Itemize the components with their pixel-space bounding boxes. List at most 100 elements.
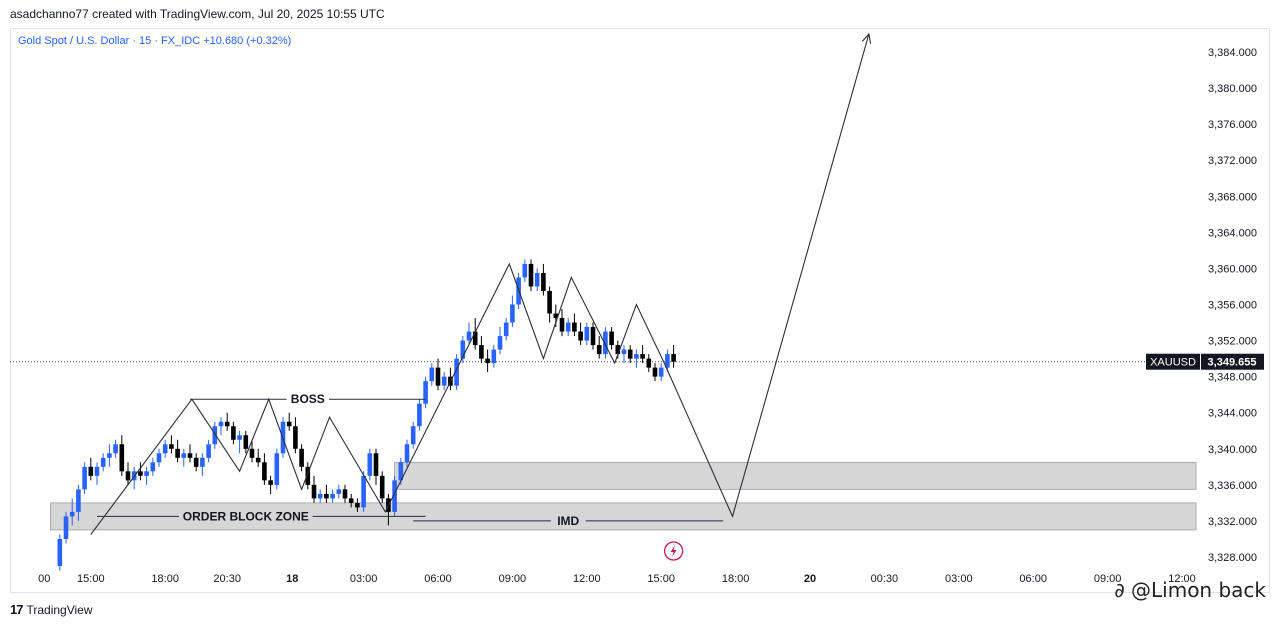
candle-body[interactable]: [472, 331, 478, 346]
candle-body[interactable]: [497, 336, 503, 350]
candle-body[interactable]: [200, 457, 205, 467]
candle-body[interactable]: [144, 471, 149, 476]
candle-body[interactable]: [590, 327, 596, 346]
candle-body[interactable]: [528, 263, 534, 287]
candle-body[interactable]: [541, 272, 546, 291]
candle-body[interactable]: [479, 345, 484, 359]
candle-body[interactable]: [652, 367, 658, 377]
candle-body[interactable]: [243, 435, 249, 449]
candle-body[interactable]: [665, 354, 670, 368]
candle-body[interactable]: [348, 498, 354, 503]
y-tick-label: 3,380.000: [1208, 83, 1257, 95]
candle-body[interactable]: [125, 471, 131, 481]
candle-body[interactable]: [63, 516, 69, 539]
candle-body[interactable]: [522, 263, 528, 278]
candle-body[interactable]: [460, 340, 466, 359]
candle-body[interactable]: [150, 462, 156, 472]
candle-body[interactable]: [305, 466, 311, 485]
x-tick-label: 06:00: [1019, 573, 1047, 585]
candle-body[interactable]: [82, 466, 87, 490]
candle-body[interactable]: [187, 453, 193, 458]
candle-body[interactable]: [100, 457, 106, 467]
candle-body[interactable]: [88, 466, 94, 476]
candle-body[interactable]: [57, 538, 63, 567]
candle-body[interactable]: [293, 426, 298, 449]
candle-body[interactable]: [373, 453, 379, 476]
candle-body[interactable]: [417, 403, 422, 427]
candle-body[interactable]: [510, 304, 515, 323]
candle-body[interactable]: [181, 453, 187, 458]
candle-body[interactable]: [671, 354, 676, 362]
candle-body[interactable]: [299, 448, 304, 467]
candle-body[interactable]: [69, 511, 75, 517]
candle-body[interactable]: [249, 448, 255, 458]
candle-body[interactable]: [324, 493, 329, 499]
candle-body[interactable]: [336, 489, 342, 494]
candle-body[interactable]: [193, 457, 199, 467]
candle-body[interactable]: [330, 493, 335, 499]
candle-body[interactable]: [218, 421, 224, 427]
candle-body[interactable]: [584, 327, 590, 341]
candle-body[interactable]: [547, 290, 552, 314]
candle-body[interactable]: [398, 462, 404, 481]
candle-body[interactable]: [572, 322, 577, 332]
candle-body[interactable]: [627, 349, 633, 359]
candle-body[interactable]: [231, 426, 236, 440]
candle-body[interactable]: [658, 367, 664, 377]
candle-body[interactable]: [367, 453, 373, 476]
candle-body[interactable]: [175, 448, 180, 458]
candle-body[interactable]: [485, 358, 490, 364]
candle-body[interactable]: [615, 345, 621, 355]
candle-body[interactable]: [640, 354, 645, 359]
candle-body[interactable]: [262, 462, 267, 481]
candle-body[interactable]: [423, 381, 428, 404]
candle-body[interactable]: [361, 475, 366, 508]
candle-body[interactable]: [392, 480, 397, 512]
candle-body[interactable]: [503, 322, 509, 337]
candle-body[interactable]: [255, 457, 261, 463]
candle-body[interactable]: [156, 453, 162, 463]
candle-body[interactable]: [286, 421, 292, 427]
candle-body[interactable]: [274, 453, 280, 485]
candle-body[interactable]: [379, 475, 385, 499]
tradingview-logo[interactable]: 17 TradingView: [10, 602, 93, 617]
candle-body[interactable]: [317, 493, 323, 499]
candle-body[interactable]: [441, 376, 447, 386]
candle-body[interactable]: [534, 272, 540, 287]
candle-body[interactable]: [565, 322, 571, 332]
candle-body[interactable]: [224, 421, 230, 427]
candle-body[interactable]: [268, 480, 273, 485]
candle-body[interactable]: [94, 466, 100, 476]
candle-body[interactable]: [435, 367, 441, 386]
candle-body[interactable]: [119, 444, 125, 472]
candle-body[interactable]: [169, 444, 174, 449]
candle-body[interactable]: [311, 484, 317, 499]
symbol-info[interactable]: Gold Spot / U.S. Dollar · 15 · FX_IDC +1…: [18, 35, 292, 47]
candle-body[interactable]: [491, 349, 497, 364]
candle-body[interactable]: [559, 318, 565, 332]
candle-body[interactable]: [76, 489, 81, 512]
candle-body[interactable]: [342, 489, 348, 499]
candle-body[interactable]: [553, 313, 559, 319]
candle-body[interactable]: [634, 354, 639, 359]
candle-body[interactable]: [162, 444, 168, 454]
candle-body[interactable]: [237, 435, 242, 440]
candle-body[interactable]: [603, 331, 608, 355]
candle-body[interactable]: [609, 331, 614, 346]
candle-body[interactable]: [429, 367, 435, 382]
candle-body[interactable]: [355, 502, 360, 508]
candle-body[interactable]: [578, 331, 583, 341]
candle-body[interactable]: [113, 444, 118, 454]
candle-body[interactable]: [596, 345, 602, 355]
candle-body[interactable]: [206, 444, 211, 458]
candle-body[interactable]: [410, 426, 416, 445]
candle-body[interactable]: [107, 453, 112, 458]
candle-body[interactable]: [646, 358, 652, 368]
candle-body[interactable]: [621, 349, 627, 355]
candle-body[interactable]: [466, 331, 472, 341]
candle-body[interactable]: [404, 444, 410, 463]
candle-body[interactable]: [454, 358, 459, 386]
candle-body[interactable]: [138, 471, 143, 476]
candle-body[interactable]: [212, 426, 218, 445]
